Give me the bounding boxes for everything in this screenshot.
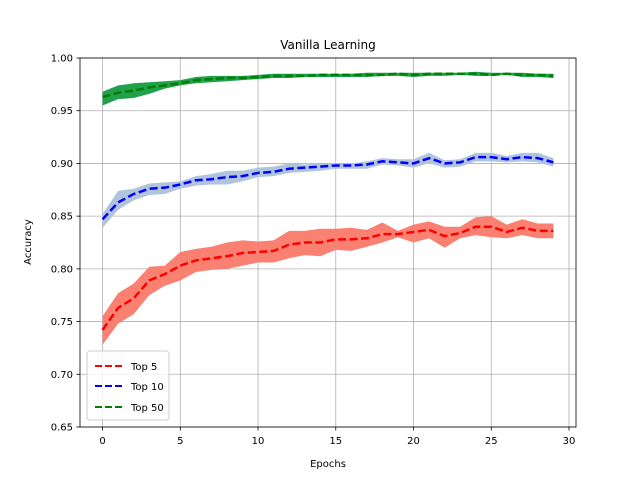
series-lines <box>101 72 554 331</box>
band-top-5 <box>102 216 554 345</box>
x-tick-label: 20 <box>407 436 420 447</box>
legend: Top 5 Top 10 Top 50 <box>86 350 170 421</box>
x-tick-label: 5 <box>177 436 183 447</box>
band-top-50 <box>102 71 554 106</box>
plot-frame <box>79 57 577 428</box>
band-top-10 <box>102 152 554 228</box>
legend-label-top5: Top 5 <box>130 362 157 373</box>
line-top-10 <box>101 155 554 221</box>
x-tick-label: 10 <box>252 436 265 447</box>
x-tick-label: 30 <box>563 436 576 447</box>
x-axis-label: Epochs <box>310 459 346 470</box>
y-tick-label: 0.95 <box>51 106 73 117</box>
legend-label-top50: Top 50 <box>130 403 164 414</box>
line-top-50 <box>102 72 554 99</box>
y-tick-label: 0.90 <box>51 159 73 170</box>
x-tick-label: 25 <box>485 436 498 447</box>
y-tick-label: 0.80 <box>51 264 73 275</box>
legend-box <box>86 350 170 421</box>
legend-label-top10: Top 10 <box>130 382 164 393</box>
confidence-bands <box>102 71 554 345</box>
line-top-5 <box>101 225 554 331</box>
x-tick-label: 15 <box>329 436 342 447</box>
x-tick-label: 0 <box>99 436 105 447</box>
y-axis-ticks: 0.65 0.70 0.75 0.80 0.85 0.90 0.95 1.00 <box>51 54 80 434</box>
y-tick-label: 0.75 <box>51 317 73 328</box>
y-tick-label: 0.65 <box>51 423 73 434</box>
y-axis-label: Accuracy <box>23 219 34 265</box>
chart-title: Vanilla Learning <box>280 38 376 52</box>
y-tick-label: 0.85 <box>51 212 73 223</box>
y-tick-label: 1.00 <box>51 54 73 65</box>
x-axis-ticks: 0 5 10 15 20 25 30 <box>99 427 575 447</box>
y-tick-label: 0.70 <box>51 370 73 381</box>
